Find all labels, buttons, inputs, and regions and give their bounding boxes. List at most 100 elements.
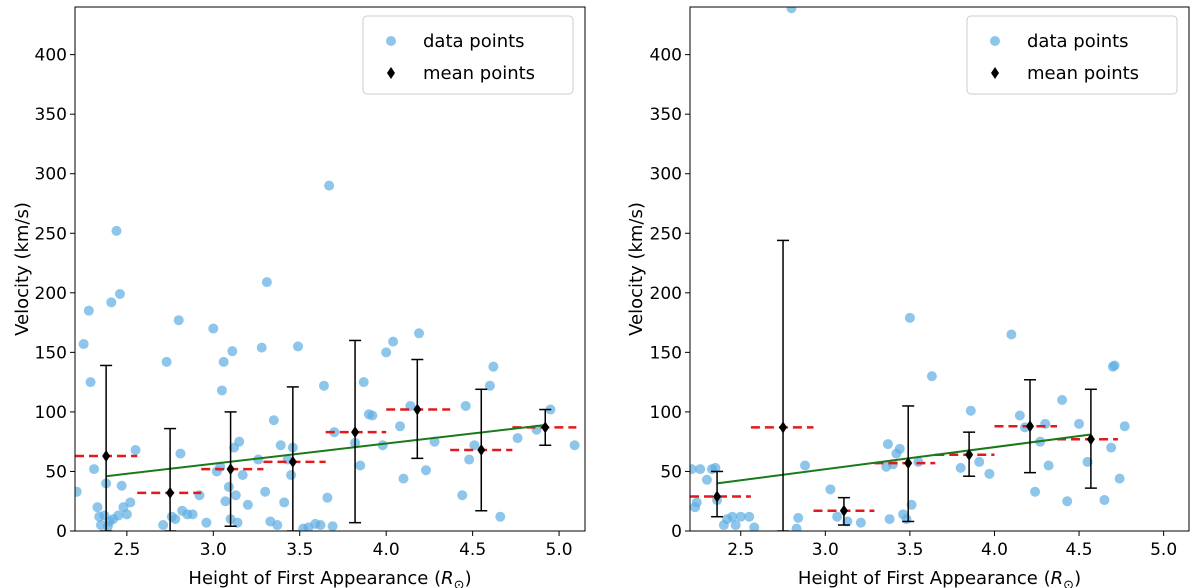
data-point xyxy=(218,356,229,367)
data-point xyxy=(114,289,125,300)
data-point xyxy=(125,497,136,508)
data-point xyxy=(1043,460,1054,471)
data-point xyxy=(261,277,272,288)
y-tick-label: 350 xyxy=(650,105,682,125)
y-tick-label: 150 xyxy=(650,343,682,363)
data-point xyxy=(367,410,378,421)
data-point xyxy=(175,448,186,459)
y-tick-label: 50 xyxy=(660,462,682,482)
data-point xyxy=(1099,495,1110,506)
data-point xyxy=(75,486,82,497)
data-point xyxy=(275,440,286,451)
mean-point xyxy=(904,457,913,470)
data-point xyxy=(984,468,995,479)
x-tick-label: 4.0 xyxy=(373,540,400,560)
data-point xyxy=(1074,418,1085,429)
data-point xyxy=(89,464,100,475)
data-point xyxy=(286,470,297,481)
data-point xyxy=(201,517,212,528)
data-point xyxy=(398,473,409,484)
data-point xyxy=(1057,395,1068,405)
data-point xyxy=(395,421,406,432)
data-point xyxy=(457,490,468,501)
legend-label-mean: mean points xyxy=(1027,63,1139,84)
data-point xyxy=(220,496,231,507)
mean-point xyxy=(226,463,235,476)
data-point xyxy=(121,509,132,520)
data-point xyxy=(388,336,399,347)
data-point xyxy=(730,520,741,531)
data-point xyxy=(488,361,499,372)
data-point xyxy=(253,454,264,465)
data-point xyxy=(749,522,760,531)
mean-point xyxy=(779,421,788,434)
data-point xyxy=(324,180,335,191)
legend-box xyxy=(966,15,1178,95)
data-point xyxy=(710,462,721,473)
data-point xyxy=(832,511,843,522)
y-tick-label: 200 xyxy=(650,284,682,304)
y-axis-label: Velocity (km/s) xyxy=(12,202,33,336)
mean-point xyxy=(351,426,360,439)
data-point xyxy=(260,486,271,497)
mean-point xyxy=(965,448,974,461)
data-point xyxy=(355,460,366,471)
x-axis-label: Height of First Appearance (R⊙) xyxy=(798,568,1081,588)
legend-mean-marker xyxy=(387,67,395,79)
data-point xyxy=(701,474,712,485)
data-point xyxy=(955,462,966,473)
legend-mean-marker xyxy=(991,67,999,79)
x-tick-label: 3.5 xyxy=(896,540,923,560)
data-point xyxy=(83,305,94,316)
data-point xyxy=(882,439,893,450)
y-tick-label: 0 xyxy=(56,522,67,542)
y-tick-label: 150 xyxy=(35,343,67,363)
left-panel: 2.5 3.0 3.5 4.0 4.5 5.0 0 50 100 150 200 250 300 350 4… xyxy=(12,6,586,588)
data-point xyxy=(268,415,279,426)
x-tick-label: 2.5 xyxy=(113,540,140,560)
data-point xyxy=(223,481,234,492)
plot-content xyxy=(690,7,1130,531)
data-point xyxy=(974,456,985,467)
data-point xyxy=(926,371,937,382)
y-tick-label: 50 xyxy=(45,462,67,482)
y-tick-label: 350 xyxy=(35,105,67,125)
data-point xyxy=(187,509,198,520)
y-tick-label: 100 xyxy=(35,403,67,423)
data-point xyxy=(208,323,219,334)
data-point xyxy=(800,460,811,471)
mean-point xyxy=(713,490,722,503)
data-point xyxy=(735,511,746,522)
y-tick-label: 400 xyxy=(35,46,67,66)
data-point xyxy=(318,380,329,391)
data-point xyxy=(116,480,127,491)
data-point xyxy=(315,520,326,531)
data-point xyxy=(901,514,912,525)
legend-box xyxy=(362,15,574,95)
data-point xyxy=(691,497,702,508)
data-point xyxy=(1082,456,1093,467)
plot-frame xyxy=(74,6,586,532)
data-point xyxy=(173,315,184,326)
data-point xyxy=(227,346,238,357)
data-point xyxy=(272,520,283,531)
data-point xyxy=(279,497,290,508)
legend-data-marker xyxy=(386,36,396,46)
data-point xyxy=(130,445,141,456)
data-point xyxy=(381,347,392,358)
data-point xyxy=(232,517,243,528)
data-point xyxy=(460,400,471,411)
data-point xyxy=(216,385,227,396)
data-point xyxy=(1030,486,1041,497)
data-point xyxy=(256,342,267,353)
right-panel: 2.5 3.0 3.5 4.0 4.5 5.0 0 50 100 150 200 250 300 350 4… xyxy=(626,6,1190,588)
y-tick-label: 300 xyxy=(35,165,67,185)
data-point xyxy=(495,511,506,522)
fit-line xyxy=(106,424,546,478)
data-point xyxy=(237,470,248,481)
y-axis-label: Velocity (km/s) xyxy=(626,202,647,336)
data-point xyxy=(1062,496,1073,507)
data-point xyxy=(170,514,181,525)
data-point xyxy=(695,464,706,475)
